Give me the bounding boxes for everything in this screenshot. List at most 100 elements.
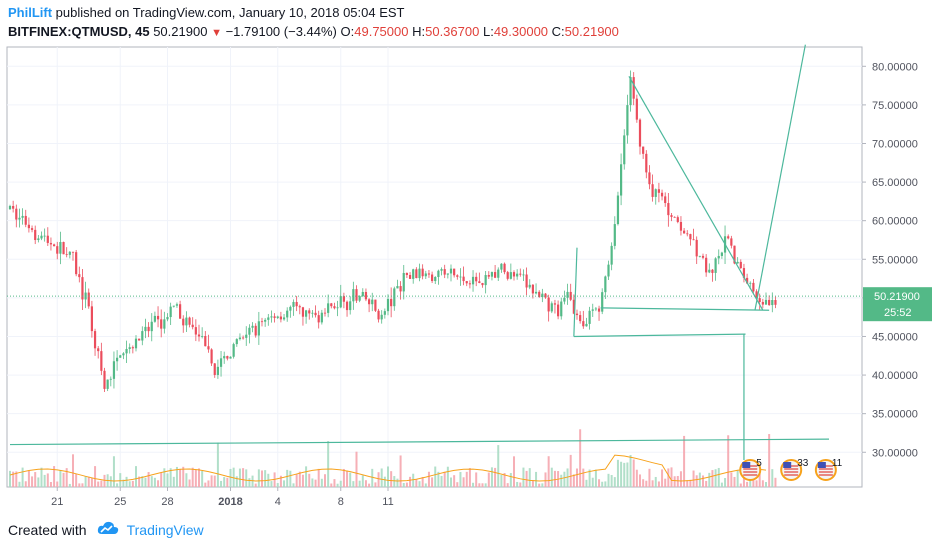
candle-body	[764, 299, 768, 305]
volume-bar	[352, 481, 355, 487]
candle-body	[279, 316, 282, 320]
volume-bar	[374, 482, 377, 487]
badge-count[interactable]: 11	[832, 458, 843, 469]
trendlines[interactable]	[9, 44, 830, 460]
candle-body	[18, 217, 21, 220]
price-axis[interactable]: 30.0000035.0000040.0000045.0000050.00000…	[862, 61, 918, 459]
candle-body	[374, 299, 377, 311]
candle-body	[37, 238, 40, 241]
volume-bar	[434, 466, 437, 487]
volume-bar	[626, 462, 629, 487]
x-tick-label: 28	[161, 496, 173, 508]
volume-bar	[717, 467, 720, 487]
x-tick-label: 8	[338, 496, 344, 508]
volume-bar	[468, 468, 471, 487]
candle-body	[30, 228, 34, 230]
time-axis[interactable]: 21 25 28 2018 4 8 11	[51, 487, 394, 508]
volume-bar	[191, 467, 194, 487]
trendline[interactable]	[573, 247, 578, 337]
candle-body	[352, 289, 355, 302]
candle-body	[330, 303, 333, 307]
volume-bar	[503, 472, 506, 487]
candle-body	[264, 319, 267, 322]
candle-body	[229, 356, 232, 359]
volume-bar	[730, 472, 733, 487]
candle-body	[449, 268, 453, 274]
candle-body	[538, 291, 541, 298]
volume-bar	[194, 469, 197, 487]
event-badges[interactable]: 5 33 11	[739, 458, 843, 481]
candle-body	[484, 275, 487, 286]
volume-bar	[157, 480, 160, 487]
volume-bar	[657, 481, 660, 487]
candle-body	[336, 307, 339, 309]
volume-bar	[223, 477, 226, 487]
volume-bar	[292, 483, 295, 487]
candle-body	[361, 291, 364, 297]
candle-body	[572, 299, 575, 314]
volume-bar	[100, 480, 103, 487]
volume-bar	[286, 469, 289, 487]
volume-bar	[465, 471, 468, 487]
candle-body	[282, 317, 286, 320]
volume-bar	[153, 477, 156, 487]
author-name[interactable]: PhilLift	[8, 5, 53, 20]
trendline[interactable]	[754, 44, 806, 311]
candle-body	[620, 164, 623, 196]
volume-bar	[446, 466, 449, 487]
volume-bar	[387, 466, 389, 487]
candle-body	[541, 293, 544, 298]
candle-body	[311, 312, 314, 314]
candle-body	[305, 310, 308, 317]
volume-bar	[56, 481, 59, 487]
volume-bar	[216, 442, 219, 487]
candle-body	[78, 274, 81, 278]
candle-body	[654, 189, 657, 197]
candle-body	[705, 257, 708, 273]
x-tick-label: 2018	[218, 496, 242, 508]
volume-bar	[9, 470, 11, 487]
volume-bar	[591, 477, 594, 487]
volume-bar	[500, 474, 503, 487]
candle-body	[686, 233, 689, 235]
candle-body	[727, 236, 730, 239]
candle-body	[761, 301, 764, 305]
price-chart[interactable]: 5 33 11 30.00000 35.00000 40.00000 45.00000 50…	[0, 0, 932, 510]
volume-bar	[632, 459, 635, 487]
volume-bar	[355, 451, 358, 487]
low-value: 49.30000	[493, 24, 549, 39]
tradingview-brand-link[interactable]: TradingView	[126, 521, 204, 538]
badge-count[interactable]: 33	[797, 458, 809, 469]
volume-bar	[544, 472, 547, 487]
trendline[interactable]	[600, 307, 770, 311]
candle-body	[46, 235, 49, 243]
volume-bar	[531, 480, 534, 487]
trendline[interactable]	[9, 438, 830, 446]
candle-body	[604, 276, 607, 293]
candle-body	[122, 353, 125, 356]
volume-bar	[560, 474, 563, 487]
volume-bar	[409, 476, 412, 487]
candle-body	[333, 306, 336, 309]
volume-bar	[450, 477, 452, 487]
candle-body	[43, 235, 46, 237]
volume-bar	[182, 466, 185, 487]
volume-bar	[283, 480, 286, 487]
trendline[interactable]	[628, 76, 764, 311]
volume-bar	[210, 475, 213, 487]
candle-body	[34, 229, 37, 241]
candle-body	[323, 312, 327, 314]
candle-body	[276, 316, 279, 318]
volume-bar	[53, 466, 56, 487]
candle-body	[632, 77, 635, 99]
candle-body	[755, 291, 758, 299]
volume-bar	[749, 476, 752, 487]
volume-bar	[320, 478, 323, 487]
trendline[interactable]	[573, 333, 746, 338]
volume-bar	[481, 483, 484, 487]
candle-body	[160, 319, 163, 329]
candle-body	[487, 275, 490, 277]
volume-bar	[59, 470, 62, 487]
volume-bar	[103, 474, 106, 487]
badge-count[interactable]: 5	[756, 458, 762, 469]
